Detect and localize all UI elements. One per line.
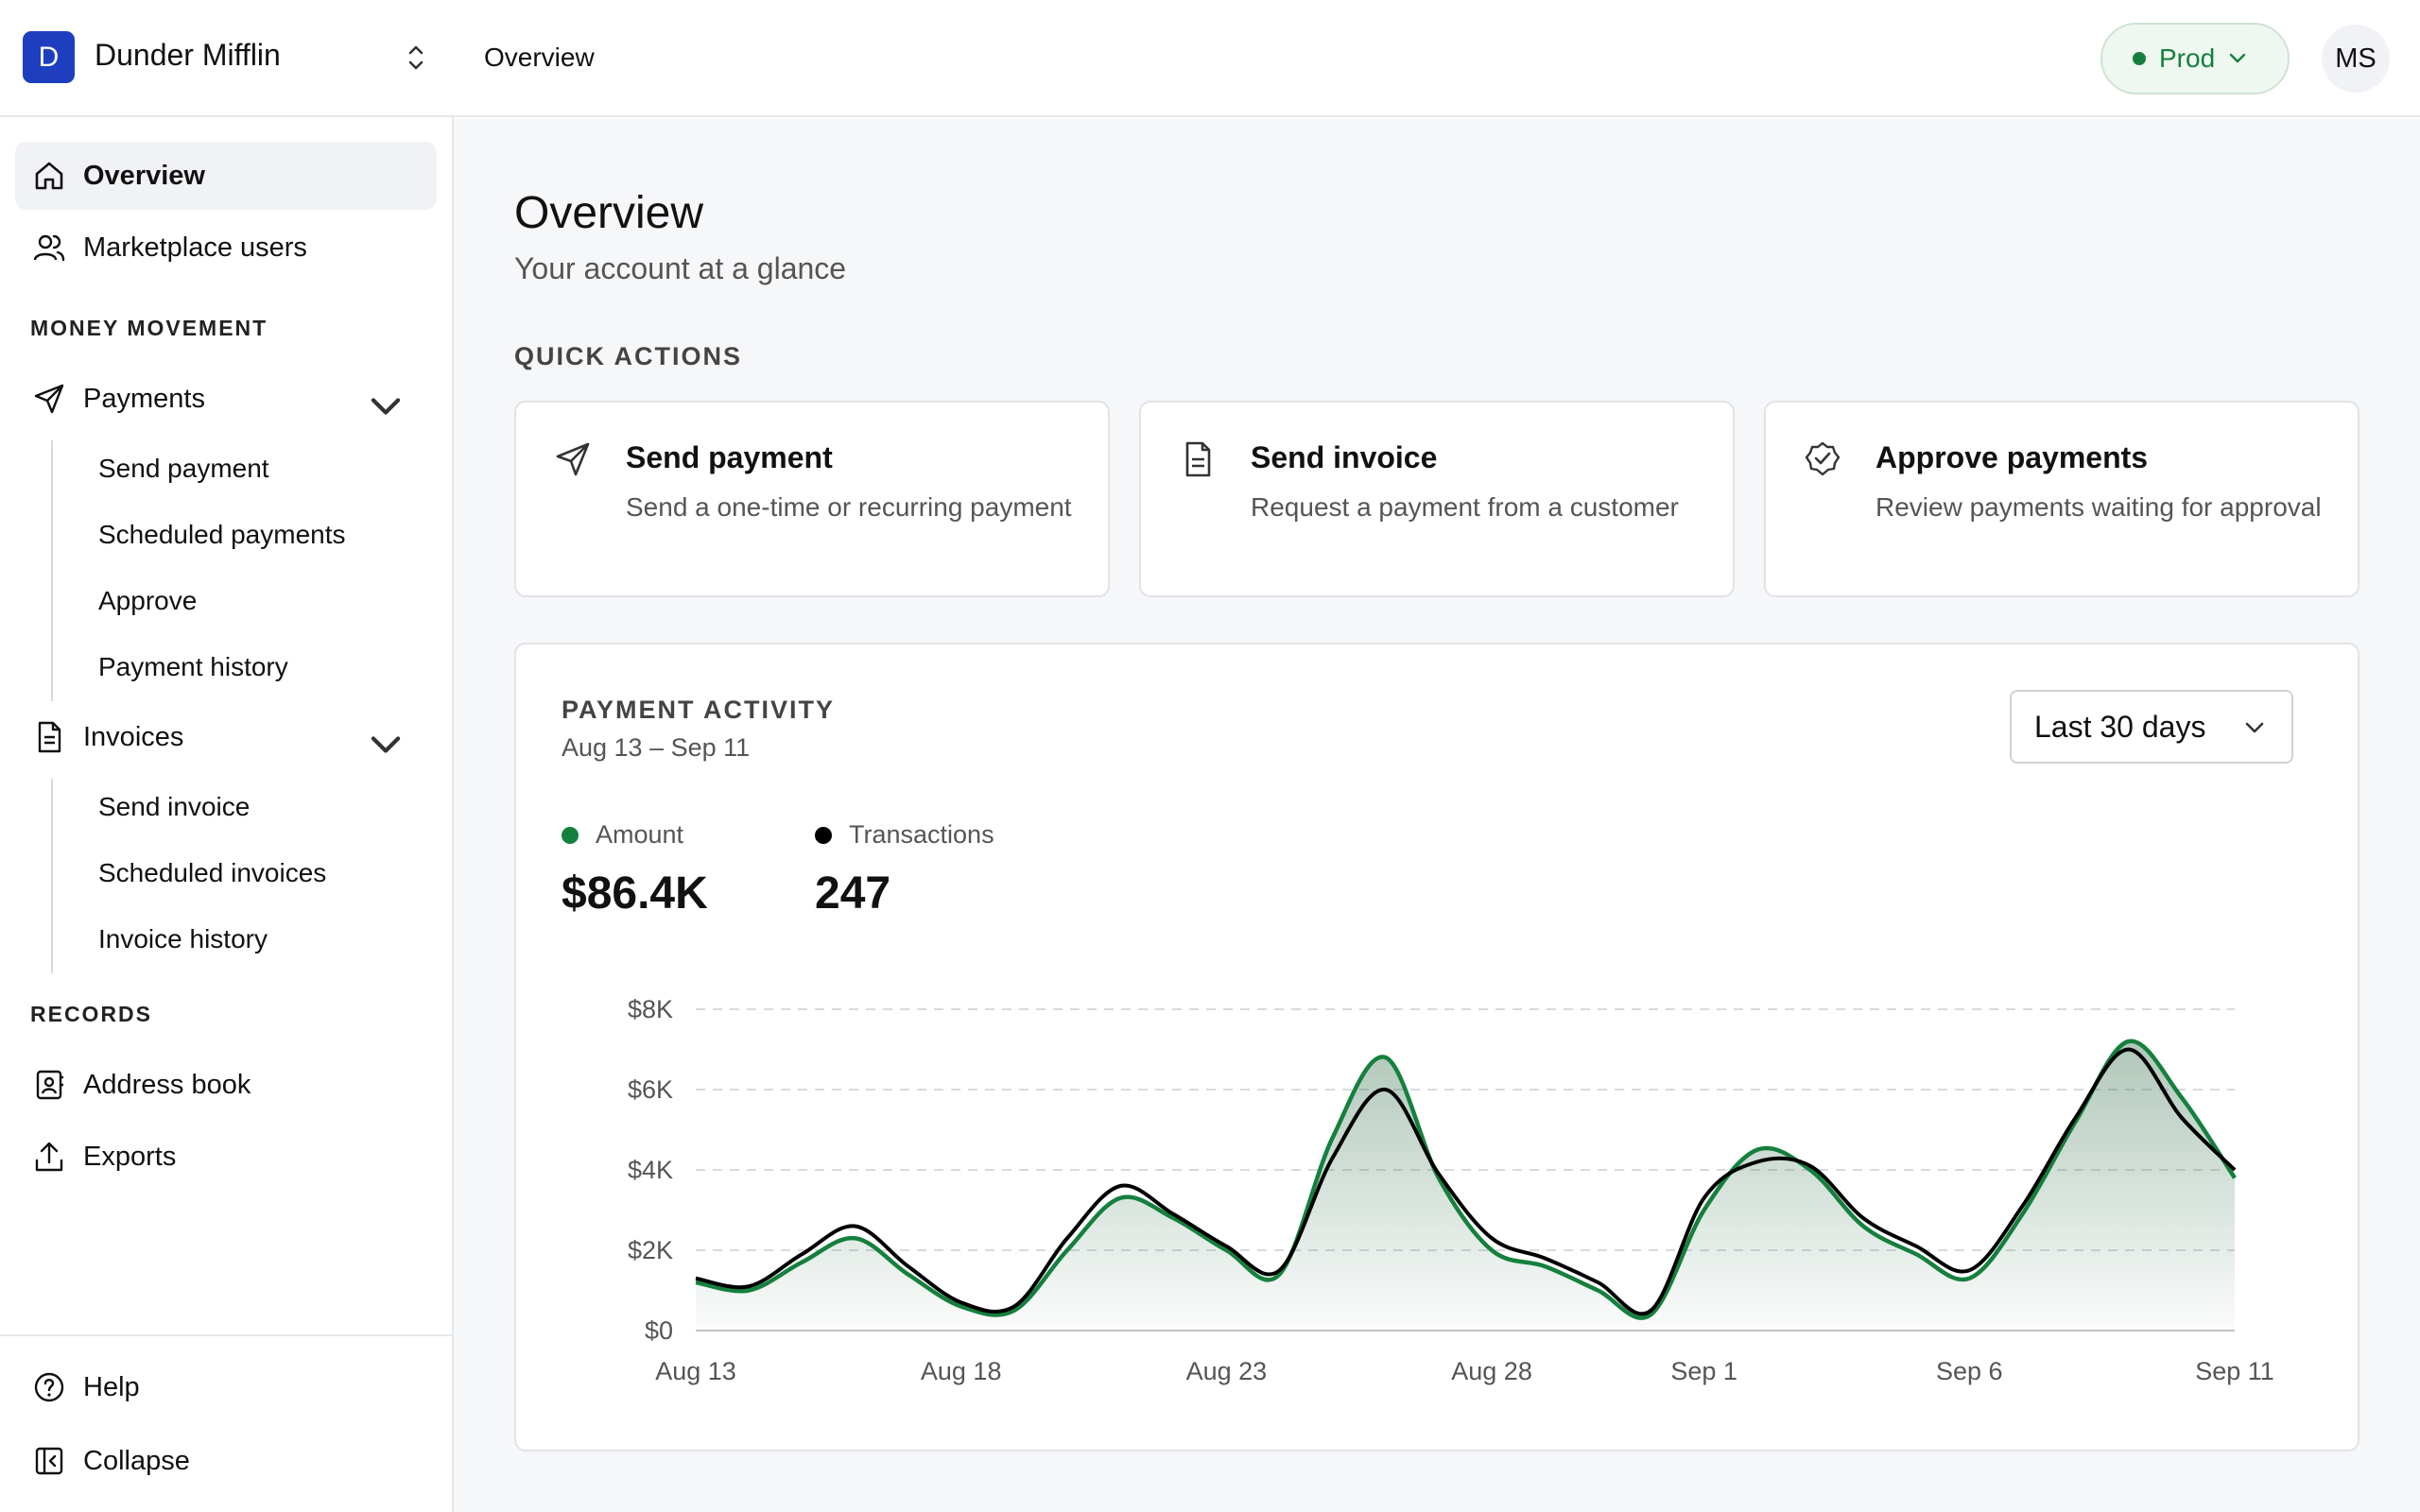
main-content: Overview Your account at a glance QUICK …: [454, 119, 2420, 1512]
x-tick-label: Aug 13: [655, 1357, 736, 1385]
sidebar-item-label: Invoices: [83, 721, 184, 752]
legend-dot-transactions: [815, 826, 832, 844]
sidebar-item-label: Address book: [83, 1069, 251, 1100]
chevron-down-icon: [2245, 722, 2264, 733]
environment-label: Prod: [2159, 43, 2216, 73]
chevron-down-icon: [2229, 53, 2246, 63]
sidebar-item-payments[interactable]: Payments: [15, 365, 437, 433]
sidebar-item-label: Payments: [83, 383, 205, 414]
activity-date-range: Aug 13 – Sep 11: [562, 733, 751, 762]
quick-action-title: Send payment: [626, 440, 833, 474]
sidebar-item-label: Overview: [83, 160, 205, 191]
y-tick-label: $4K: [628, 1156, 673, 1184]
y-tick-label: $6K: [628, 1075, 673, 1104]
sidebar-item-label: Exports: [83, 1141, 177, 1172]
sidebar-subitem-payment-history[interactable]: Payment history: [98, 652, 288, 681]
quick-action-description: Send a one-time or recurring payment: [626, 492, 1072, 522]
legend-label: Transactions: [849, 820, 994, 849]
quick-action-approve-payments[interactable]: Approve payments Review payments waiting…: [1764, 401, 2360, 597]
quick-action-title: Approve payments: [1876, 440, 2149, 474]
upload-icon: [35, 1142, 63, 1172]
sidebar-item-help[interactable]: Help: [15, 1353, 437, 1421]
quick-action-description: Review payments waiting for approval: [1876, 492, 2322, 522]
metric-transactions-value: 247: [815, 868, 891, 919]
sidebar-item-invoices[interactable]: Invoices: [15, 703, 437, 771]
activity-title: PAYMENT ACTIVITY: [562, 696, 836, 724]
section-label-money-movement: MONEY MOVEMENT: [30, 316, 268, 340]
org-logo[interactable]: D: [23, 31, 75, 83]
y-tick-label: $8K: [628, 995, 673, 1023]
page-title: Overview: [514, 188, 704, 238]
legend-dot-amount: [562, 826, 579, 844]
top-bar: D Dunder Mifflin Overview Prod MS: [0, 0, 2420, 117]
sidebar-subitem-send-invoice[interactable]: Send invoice: [98, 792, 251, 821]
sidebar-item-overview[interactable]: Overview: [15, 142, 437, 210]
sidebar-subitem-invoice-history[interactable]: Invoice history: [98, 924, 268, 954]
x-tick-label: Sep 11: [2195, 1357, 2274, 1385]
document-icon: [1185, 441, 1211, 477]
x-tick-label: Sep 6: [1936, 1357, 2003, 1385]
metric-amount-value: $86.4K: [562, 868, 708, 919]
users-icon: [33, 234, 65, 262]
quick-action-title: Send invoice: [1251, 440, 1438, 474]
page-subtitle: Your account at a glance: [514, 251, 847, 285]
sidebar-item-exports[interactable]: Exports: [15, 1123, 437, 1191]
date-range-select-value: Last 30 days: [2034, 709, 2206, 744]
help-circle-icon: [34, 1372, 64, 1402]
sidebar-item-label: Help: [83, 1371, 140, 1402]
y-tick-label: $0: [645, 1316, 673, 1345]
chevron-up-down-icon[interactable]: [403, 42, 429, 74]
subnav-line: [51, 779, 53, 973]
sidebar: Overview Marketplace users MONEY MOVEMEN…: [0, 117, 454, 1512]
send-icon: [556, 442, 590, 476]
org-name[interactable]: Dunder Mifflin: [95, 38, 281, 72]
metric-amount-label: Amount: [562, 820, 683, 850]
sidebar-subitem-scheduled-payments[interactable]: Scheduled payments: [98, 520, 346, 549]
send-icon: [34, 384, 64, 414]
payment-activity-chart: $0 $2K $4K $6K $8K Aug 13 Aug 18 Aug 23 Aug 28 Se…: [628, 995, 2274, 1385]
x-tick-label: Aug 28: [1451, 1357, 1532, 1385]
environment-switcher[interactable]: Prod: [2100, 23, 2290, 94]
quick-action-send-payment[interactable]: Send payment Send a one-time or recurrin…: [514, 401, 1110, 597]
quick-action-send-invoice[interactable]: Send invoice Request a payment from a cu…: [1139, 401, 1735, 597]
sidebar-item-label: Marketplace users: [83, 232, 307, 263]
badge-check-icon: [1805, 441, 1841, 476]
quick-actions-label: QUICK ACTIONS: [514, 342, 742, 370]
series-line-amount: [695, 1039, 2237, 1320]
contact-book-icon: [36, 1070, 63, 1100]
sidebar-subitem-approve[interactable]: Approve: [98, 586, 198, 615]
quick-action-description: Request a payment from a customer: [1251, 492, 1679, 522]
x-tick-label: Sep 1: [1670, 1357, 1737, 1385]
sidebar-item-collapse[interactable]: Collapse: [15, 1427, 437, 1495]
home-icon: [35, 162, 63, 190]
collapse-sidebar-icon: [35, 1447, 63, 1475]
legend-label: Amount: [596, 820, 684, 849]
divider: [0, 1334, 452, 1336]
x-tick-label: Aug 23: [1186, 1357, 1268, 1385]
status-dot-icon: [2133, 52, 2146, 65]
payment-activity-card: PAYMENT ACTIVITY Aug 13 – Sep 11 Last 30…: [514, 643, 2360, 1452]
x-tick-label: Aug 18: [921, 1357, 1002, 1385]
document-icon: [38, 721, 61, 753]
sidebar-item-label: Collapse: [83, 1445, 190, 1476]
avatar[interactable]: MS: [2322, 25, 2390, 93]
series-area-amount: [696, 1040, 2235, 1331]
chevron-down-icon: [371, 736, 401, 753]
sidebar-item-marketplace-users[interactable]: Marketplace users: [15, 214, 437, 282]
sidebar-subitem-send-payment[interactable]: Send payment: [98, 454, 269, 483]
breadcrumb: Overview: [484, 43, 595, 72]
sidebar-subitem-scheduled-invoices[interactable]: Scheduled invoices: [98, 858, 327, 887]
date-range-select[interactable]: Last 30 days: [2010, 690, 2293, 764]
chevron-down-icon: [371, 398, 401, 415]
subnav-line: [51, 440, 53, 701]
metric-transactions-label: Transactions: [815, 820, 994, 850]
y-tick-label: $2K: [628, 1236, 673, 1264]
series-line-transactions: [695, 1047, 2237, 1316]
sidebar-item-address-book[interactable]: Address book: [15, 1051, 437, 1119]
section-label-records: RECORDS: [30, 1002, 153, 1026]
